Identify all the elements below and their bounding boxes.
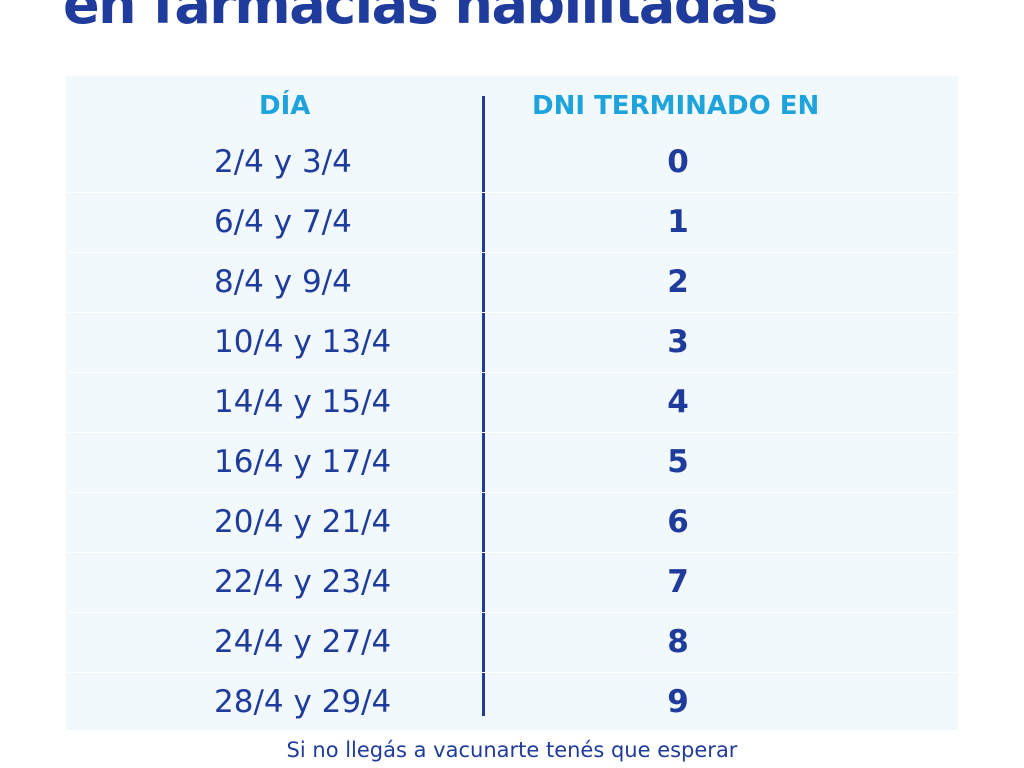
table-row: 16/4 y 17/4 5: [66, 433, 958, 493]
row-dni-digit: 0: [667, 144, 689, 180]
row-dni-digit: 1: [667, 204, 689, 240]
table-rows: 2/4 y 3/4 0 6/4 y 7/4 1 8/4 y 9/4 2 10/4…: [66, 133, 958, 732]
row-date: 20/4 y 21/4: [214, 504, 392, 540]
row-date: 22/4 y 23/4: [214, 564, 392, 600]
table-row: 2/4 y 3/4 0: [66, 133, 958, 193]
table-row: 20/4 y 21/4 6: [66, 493, 958, 553]
row-dni-digit: 5: [667, 444, 689, 480]
row-date: 8/4 y 9/4: [214, 264, 352, 300]
row-date: 14/4 y 15/4: [214, 384, 392, 420]
row-date: 10/4 y 13/4: [214, 324, 392, 360]
page-title: en farmacias habilitadas: [63, 0, 778, 36]
column-divider: [482, 96, 485, 716]
table-row: 10/4 y 13/4 3: [66, 313, 958, 373]
schedule-table: DÍA DNI TERMINADO EN 2/4 y 3/4 0 6/4 y 7…: [66, 76, 958, 730]
row-dni-digit: 8: [667, 624, 689, 660]
column-header-dni: DNI TERMINADO EN: [532, 91, 820, 121]
row-date: 16/4 y 17/4: [214, 444, 392, 480]
column-header-dia: DÍA: [259, 91, 311, 121]
table-row: 8/4 y 9/4 2: [66, 253, 958, 313]
row-dni-digit: 7: [667, 564, 689, 600]
table-row: 28/4 y 29/4 9: [66, 673, 958, 732]
table-row: 22/4 y 23/4 7: [66, 553, 958, 613]
row-date: 24/4 y 27/4: [214, 624, 392, 660]
table-row: 24/4 y 27/4 8: [66, 613, 958, 673]
row-date: 28/4 y 29/4: [214, 684, 392, 720]
row-dni-digit: 9: [667, 684, 689, 720]
row-date: 2/4 y 3/4: [214, 144, 352, 180]
footnote-line: Si no llegás a vacunarte tenés que esper…: [286, 738, 738, 762]
footnote: Si no llegás a vacunarte tenés que esper…: [0, 736, 1024, 764]
row-dni-digit: 4: [667, 384, 689, 420]
table-row: 14/4 y 15/4 4: [66, 373, 958, 433]
row-dni-digit: 6: [667, 504, 689, 540]
row-dni-digit: 3: [667, 324, 689, 360]
table-row: 6/4 y 7/4 1: [66, 193, 958, 253]
row-date: 6/4 y 7/4: [214, 204, 352, 240]
row-dni-digit: 2: [667, 264, 689, 300]
